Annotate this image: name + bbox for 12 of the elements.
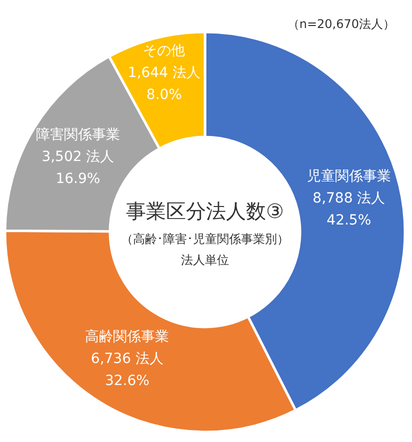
- slice-label: その他: [143, 43, 186, 60]
- text: 法人単位: [181, 253, 229, 267]
- data-label: 3,502 法人 16.9%: [42, 149, 114, 188]
- slice-label: 障害関係事業: [36, 127, 120, 144]
- data-label: 8,788 法人 42.5%: [312, 190, 386, 229]
- slice-label: 児童関係事業: [306, 168, 391, 185]
- text: 事業区分法人数③: [126, 199, 284, 223]
- data-label: 6,736 法人 32.6%: [90, 350, 164, 389]
- data-label: 1,644 法人 8.0%: [128, 65, 200, 104]
- text: （n=20,670法人）: [287, 17, 395, 31]
- text: （高齢･障害･児童関係事業別）: [121, 232, 289, 246]
- slice-label: 高齢関係事業: [85, 328, 170, 345]
